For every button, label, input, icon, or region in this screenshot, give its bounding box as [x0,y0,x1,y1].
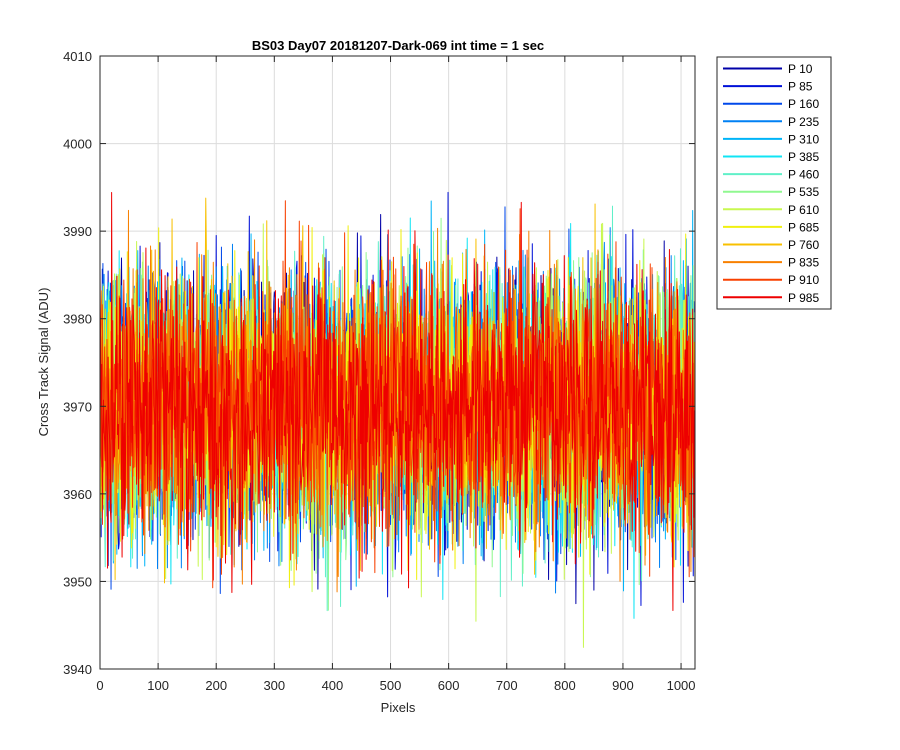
legend-label: P 685 [788,220,819,234]
legend-label: P 385 [788,150,819,164]
legend-entry: P 160 [723,97,819,111]
x-tick-label: 200 [205,678,227,693]
legend-entry: P 835 [723,256,819,270]
tick-layer: 0 100 200 300 400 500 600 700 800 900 1000 3940 3950… [63,49,695,693]
legend-entry: P 310 [723,132,819,146]
legend-entry: P 985 [723,291,819,305]
legend-label: P 910 [788,273,819,287]
y-tick-label: 3940 [63,662,92,677]
chart-title: BS03 Day07 20181207-Dark-069 int time = … [252,38,544,53]
y-tick-label: 3960 [63,487,92,502]
legend: P 10 P 85 P 160 P 235 P 310 P 385 P 460 P 535 P … [716,56,832,310]
legend-label: P 535 [788,185,819,199]
legend-label: P 985 [788,291,819,305]
y-tick-label: 4010 [63,49,92,64]
y-tick-label: 3950 [63,574,92,589]
x-tick-label: 100 [147,678,169,693]
y-axis-label: Cross Track Signal (ADU) [36,288,51,437]
plot-frame [99,55,696,670]
legend-entry: P 535 [723,185,819,199]
legend-entry: P 685 [723,220,819,234]
x-tick-label: 700 [496,678,518,693]
x-tick-label: 300 [263,678,285,693]
legend-label: P 235 [788,115,819,129]
x-tick-label: 900 [612,678,634,693]
legend-label: P 460 [788,168,819,182]
legend-box [716,56,832,310]
legend-label: P 85 [788,80,813,94]
x-tick-label: 500 [380,678,402,693]
legend-entry: P 235 [723,115,819,129]
y-tick-label: 4000 [63,137,92,152]
x-tick-label: 800 [554,678,576,693]
series-layer [100,191,695,648]
x-tick-label: 400 [322,678,344,693]
y-tick-label: 3970 [63,399,92,414]
x-tick-label: 0 [96,678,103,693]
y-tick-label: 3990 [63,224,92,239]
plot-area: 0 100 200 300 400 500 600 700 800 900 1000 3940 3950… [63,49,695,693]
legend-label: P 310 [788,132,819,146]
y-tick-label: 3980 [63,312,92,327]
legend-label: P 10 [788,62,813,76]
legend-label: P 835 [788,256,819,270]
legend-entry: P 85 [723,80,813,94]
legend-label: P 760 [788,238,819,252]
legend-entry: P 10 [723,62,813,76]
x-tick-label: 600 [438,678,460,693]
legend-label: P 610 [788,203,819,217]
legend-entry: P 610 [723,203,819,217]
legend-entries: P 10 P 85 P 160 P 235 P 310 P 385 P 460 P 535 P … [723,62,819,305]
legend-entry: P 910 [723,273,819,287]
series-line-p985 [100,191,695,612]
legend-entry: P 385 [723,150,819,164]
legend-label: P 160 [788,97,819,111]
x-tick-label: 1000 [667,678,696,693]
legend-entry: P 460 [723,168,819,182]
legend-entry: P 760 [723,238,819,252]
x-axis-label: Pixels [381,700,416,715]
